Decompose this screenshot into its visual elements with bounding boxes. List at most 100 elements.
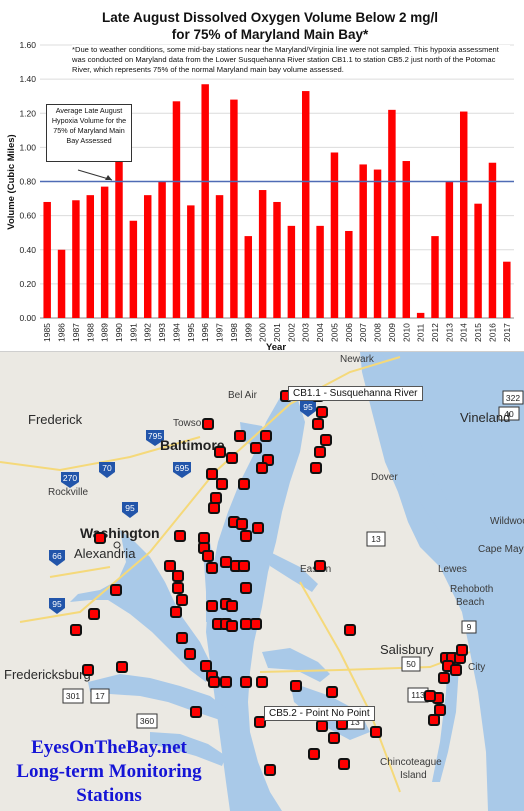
x-tick-label: 2010 xyxy=(401,323,411,342)
shield-95-north: 95 xyxy=(300,401,316,417)
place-dover: Dover xyxy=(371,472,398,483)
station-marker[interactable] xyxy=(70,624,82,636)
station-marker[interactable] xyxy=(220,556,232,568)
station-marker[interactable] xyxy=(308,748,320,760)
bar-1989 xyxy=(100,186,109,318)
station-marker[interactable] xyxy=(424,690,436,702)
station-marker[interactable] xyxy=(338,758,350,770)
station-marker[interactable] xyxy=(226,600,238,612)
station-marker[interactable] xyxy=(202,550,214,562)
station-marker[interactable] xyxy=(226,452,238,464)
station-marker[interactable] xyxy=(172,582,184,594)
station-marker[interactable] xyxy=(176,632,188,644)
station-marker[interactable] xyxy=(88,608,100,620)
bar-1996 xyxy=(201,84,209,319)
station-marker[interactable] xyxy=(184,648,196,660)
station-map: 95 322 40 795 695 70 270 95 66 13 95 50 … xyxy=(0,352,524,811)
average-annotation-box: Average Late August Hypoxia Volume for t… xyxy=(46,104,132,162)
station-marker[interactable] xyxy=(240,618,252,630)
station-marker[interactable] xyxy=(290,680,302,692)
station-marker[interactable] xyxy=(236,518,248,530)
brand-stations: Stations xyxy=(76,785,142,806)
potomac-river xyxy=(70,530,210,682)
station-marker[interactable] xyxy=(240,676,252,688)
station-marker[interactable] xyxy=(206,600,218,612)
shield-301: 301 xyxy=(62,688,84,704)
station-marker[interactable] xyxy=(198,532,210,544)
station-marker[interactable] xyxy=(176,594,188,606)
bar-2007 xyxy=(359,164,367,318)
station-marker[interactable] xyxy=(94,532,106,544)
place-baltimore: Baltimore xyxy=(160,437,225,453)
station-marker[interactable] xyxy=(428,714,440,726)
station-marker[interactable] xyxy=(226,620,238,632)
station-marker[interactable] xyxy=(252,522,264,534)
station-marker[interactable] xyxy=(450,664,462,676)
x-tick-label: 1995 xyxy=(186,323,196,342)
station-marker[interactable] xyxy=(256,676,268,688)
station-marker[interactable] xyxy=(116,661,128,673)
station-marker[interactable] xyxy=(240,582,252,594)
station-marker[interactable] xyxy=(316,720,328,732)
station-marker[interactable] xyxy=(234,430,246,442)
station-marker[interactable] xyxy=(202,418,214,430)
station-marker[interactable] xyxy=(208,676,220,688)
station-marker[interactable] xyxy=(328,732,340,744)
station-marker[interactable] xyxy=(210,492,222,504)
station-marker[interactable] xyxy=(172,570,184,582)
bar-2005 xyxy=(330,152,339,318)
station-marker[interactable] xyxy=(320,434,332,446)
place-lewes: Lewes xyxy=(438,564,467,575)
x-tick-label: 1997 xyxy=(215,323,225,342)
chart-title-line2: for 75% of Maryland Main Bay* xyxy=(172,27,369,42)
station-marker[interactable] xyxy=(238,478,250,490)
x-tick-label: 2017 xyxy=(502,323,512,342)
station-marker[interactable] xyxy=(260,430,272,442)
station-marker[interactable] xyxy=(200,660,212,672)
bar-2008 xyxy=(373,169,382,318)
station-marker[interactable] xyxy=(240,530,252,542)
station-marker[interactable] xyxy=(216,478,228,490)
station-marker[interactable] xyxy=(434,704,446,716)
station-marker[interactable] xyxy=(312,418,324,430)
monitoring-stations xyxy=(70,390,468,776)
station-marker[interactable] xyxy=(174,530,186,542)
station-marker[interactable] xyxy=(314,446,326,458)
brand-site: EyesOnTheBay.net xyxy=(31,737,187,758)
svg-text:50: 50 xyxy=(406,659,416,669)
station-marker[interactable] xyxy=(206,562,218,574)
station-marker[interactable] xyxy=(438,672,450,684)
hypoxia-chart: Late August Dissolved Oxygen Volume Belo… xyxy=(0,0,524,352)
station-marker[interactable] xyxy=(214,446,226,458)
station-marker[interactable] xyxy=(110,584,122,596)
place-fredericksburg: Fredericksburg xyxy=(4,667,91,682)
station-marker[interactable] xyxy=(254,716,266,728)
station-marker[interactable] xyxy=(164,560,176,572)
station-marker[interactable] xyxy=(206,468,218,480)
bar-1997 xyxy=(215,195,224,318)
station-marker[interactable] xyxy=(250,618,262,630)
station-marker[interactable] xyxy=(370,726,382,738)
svg-text:301: 301 xyxy=(66,691,80,701)
station-marker[interactable] xyxy=(314,560,326,572)
station-marker[interactable] xyxy=(190,706,202,718)
station-marker[interactable] xyxy=(310,462,322,474)
station-marker[interactable] xyxy=(220,676,232,688)
svg-text:40: 40 xyxy=(504,409,514,419)
x-tick-label: 1996 xyxy=(200,323,210,342)
station-marker[interactable] xyxy=(326,686,338,698)
station-marker[interactable] xyxy=(456,644,468,656)
station-marker[interactable] xyxy=(264,764,276,776)
station-marker[interactable] xyxy=(316,406,328,418)
bar-1995 xyxy=(187,205,195,318)
station-marker[interactable] xyxy=(256,462,268,474)
station-marker[interactable] xyxy=(250,442,262,454)
station-marker[interactable] xyxy=(344,624,356,636)
station-marker[interactable] xyxy=(82,664,94,676)
york-river xyxy=(150,732,226,766)
station-marker[interactable] xyxy=(238,560,250,572)
bar-1999 xyxy=(244,236,253,318)
station-marker[interactable] xyxy=(208,502,220,514)
station-marker[interactable] xyxy=(170,606,182,618)
x-tick-label: 1992 xyxy=(143,323,153,342)
